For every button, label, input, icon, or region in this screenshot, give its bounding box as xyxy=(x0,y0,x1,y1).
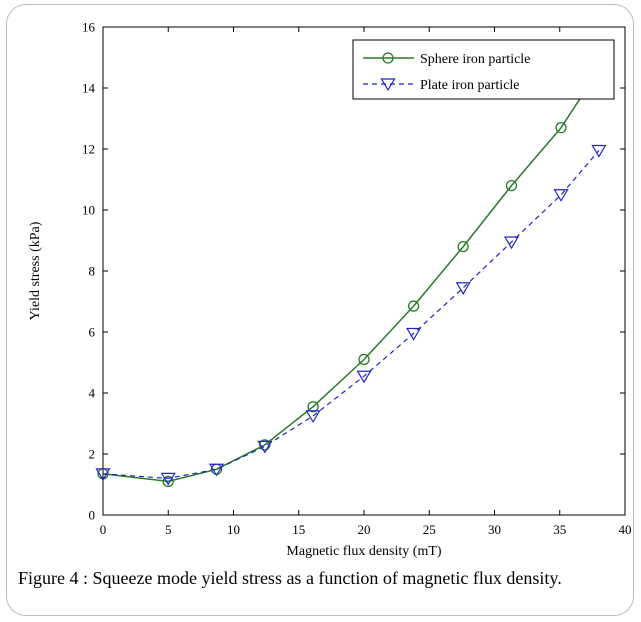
data-point-sphere xyxy=(407,300,420,312)
data-point-sphere xyxy=(555,122,567,134)
data-point-plate xyxy=(160,472,176,486)
x-tick-label: 15 xyxy=(292,522,305,537)
data-point-plate xyxy=(591,144,607,158)
data-point-plate xyxy=(305,410,321,424)
legend: Sphere iron particle Plate iron particle xyxy=(352,39,615,100)
data-point-plate xyxy=(455,282,471,295)
y-tick-label: 0 xyxy=(89,508,96,523)
legend-label-plate: Plate iron particle xyxy=(420,78,520,93)
x-tick-label: 10 xyxy=(227,522,240,537)
y-tick-label: 10 xyxy=(82,203,95,218)
y-tick-label: 12 xyxy=(82,142,95,157)
data-point-sphere xyxy=(358,353,370,366)
figure-caption: Figure 4 : Squeeze mode yield stress as … xyxy=(18,568,562,588)
x-tick-label: 0 xyxy=(100,522,107,537)
data-point-plate xyxy=(208,463,225,477)
x-tick-label: 25 xyxy=(423,522,436,537)
series-lines xyxy=(102,69,600,483)
data-point-plate xyxy=(356,370,372,384)
line-chart: 0 5 10 15 20 25 30 35 40 0 2 4 6 8 10 12 14 16 Magnetic f… xyxy=(28,20,632,560)
plot-area xyxy=(102,26,626,516)
y-tick-label: 6 xyxy=(89,325,96,340)
y-tick-label: 8 xyxy=(89,264,96,279)
legend-label-sphere: Sphere iron particle xyxy=(420,52,530,67)
axis-ticks: 0 5 10 15 20 25 30 35 40 0 2 4 6 8 10 12 14 16 xyxy=(82,20,632,538)
legend-marker-plate xyxy=(380,78,396,92)
data-point-sphere xyxy=(457,240,469,253)
series-line-plate xyxy=(102,150,600,480)
x-tick-label: 5 xyxy=(165,522,172,537)
data-point-plate xyxy=(503,236,520,250)
y-tick-label: 4 xyxy=(89,386,96,401)
legend-box xyxy=(352,39,615,100)
data-point-sphere xyxy=(505,179,518,192)
data-point-plate xyxy=(406,327,422,341)
data-point-plate xyxy=(553,189,569,202)
series-line-sphere xyxy=(102,69,600,483)
x-tick-label: 20 xyxy=(358,522,371,537)
data-point-sphere xyxy=(162,475,174,488)
y-axis-label: Yield stress (kPa) xyxy=(28,221,43,320)
y-tick-label: 2 xyxy=(89,447,96,462)
x-tick-label: 30 xyxy=(488,522,501,537)
y-tick-label: 16 xyxy=(82,20,96,35)
data-point-sphere xyxy=(307,401,319,413)
data-point-plate xyxy=(95,468,111,482)
x-tick-label: 35 xyxy=(553,522,566,537)
data-point-plate xyxy=(257,440,273,454)
series-markers xyxy=(95,64,607,488)
figure-frame xyxy=(6,4,634,616)
y-tick-label: 14 xyxy=(82,81,96,96)
x-axis-label: Magnetic flux density (mT) xyxy=(286,544,441,559)
legend-marker-sphere xyxy=(382,52,394,64)
x-tick-label: 40 xyxy=(619,522,632,537)
